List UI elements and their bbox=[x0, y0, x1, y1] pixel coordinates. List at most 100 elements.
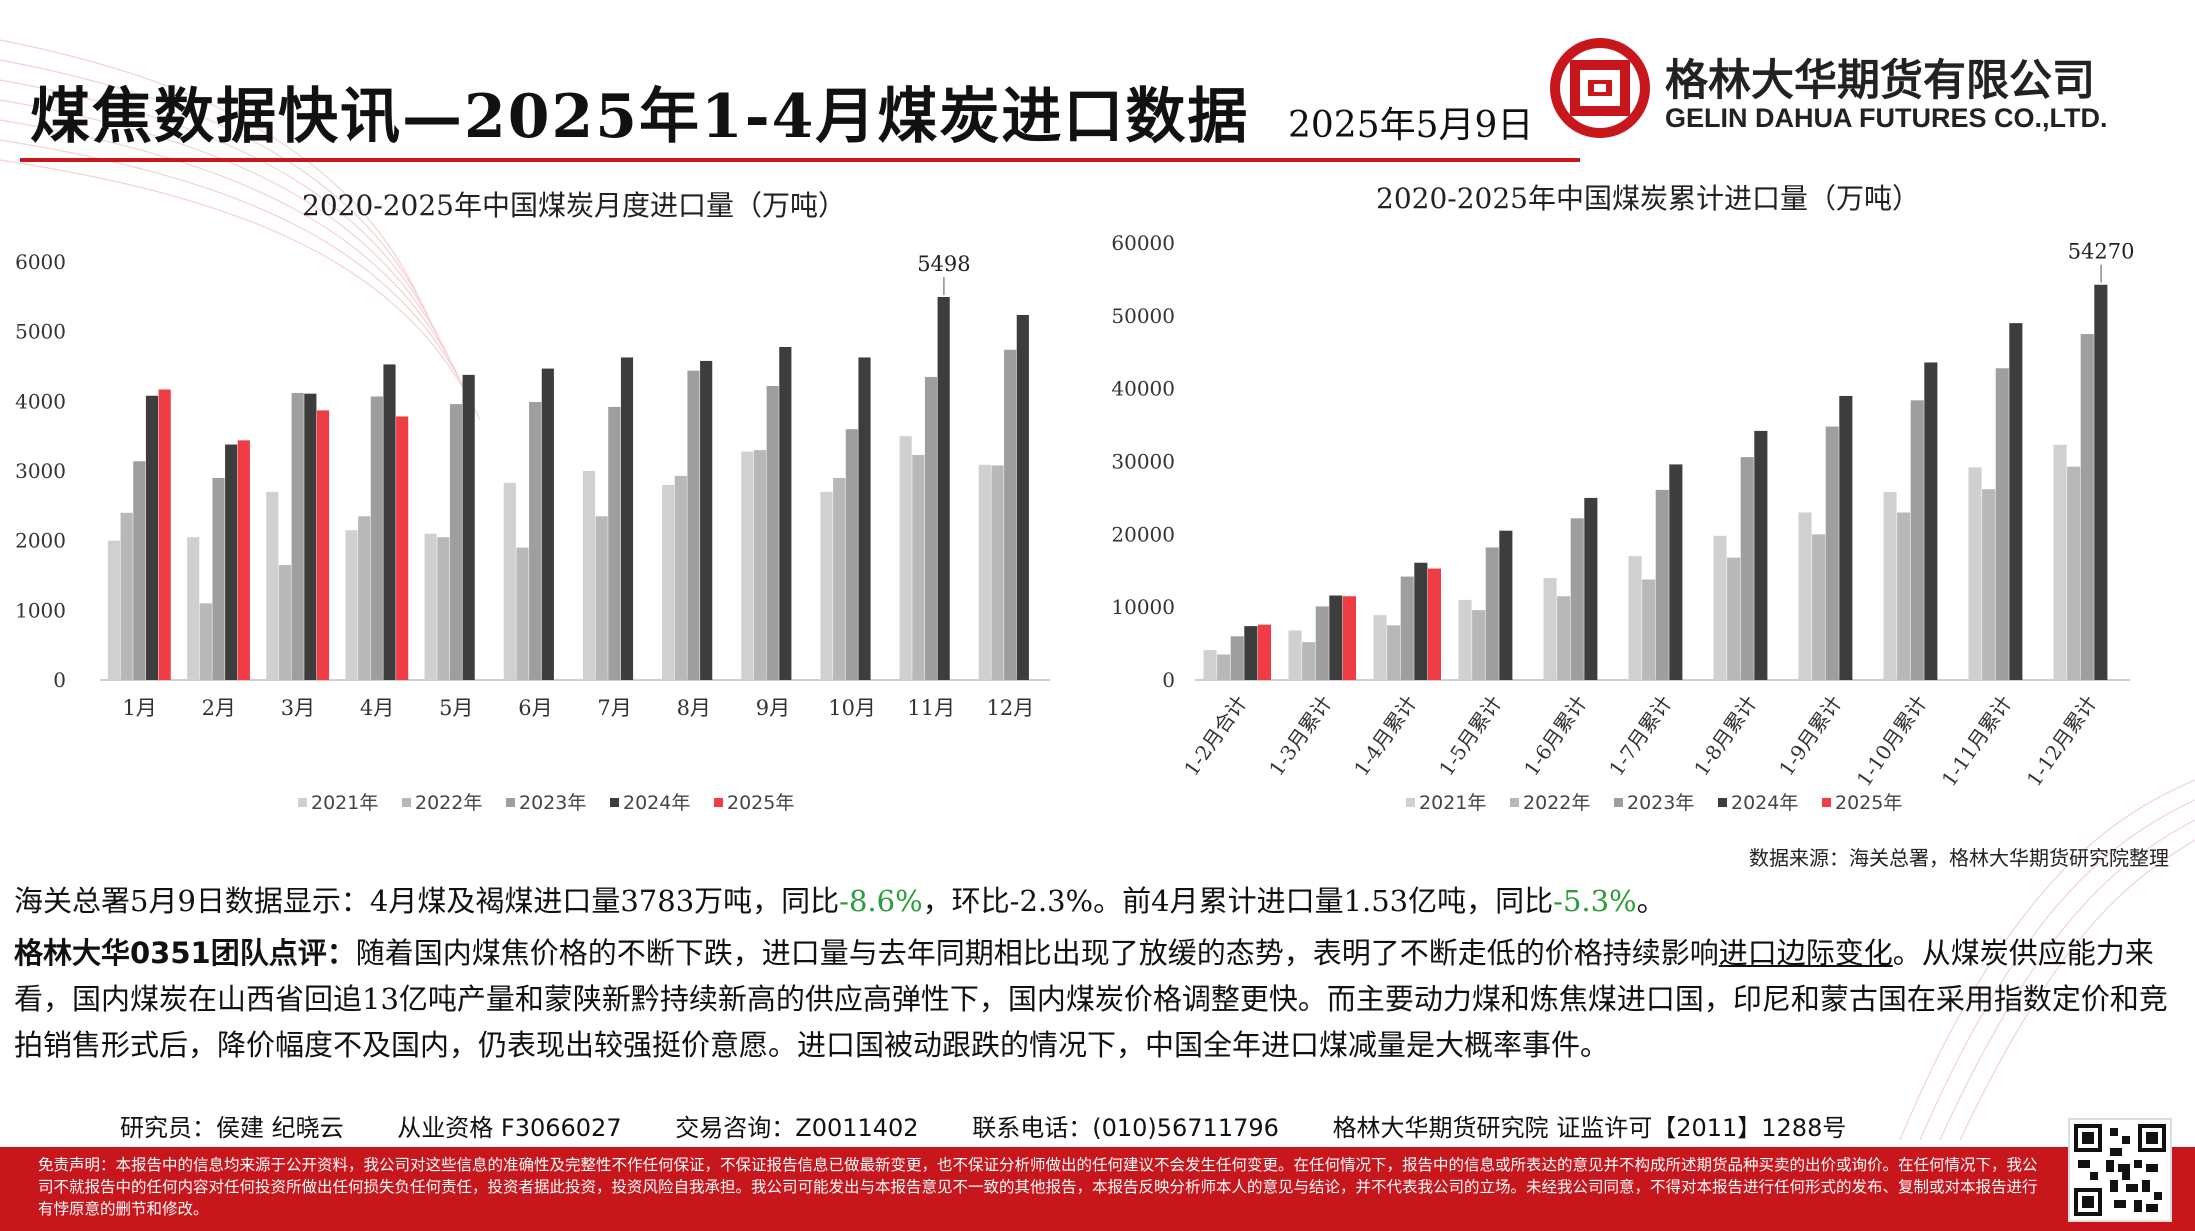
bar-2024年-6月 bbox=[541, 368, 554, 680]
bar-2025年-1月 bbox=[158, 389, 171, 680]
bar-2021年-12月 bbox=[978, 464, 991, 680]
bar-2022年-10月 bbox=[833, 477, 846, 680]
legend-label: 2025年 bbox=[1835, 792, 1902, 814]
bar-2022年-1-6月累计 bbox=[1557, 596, 1571, 680]
legend-swatch-2023年 bbox=[1614, 798, 1623, 807]
commentary-text-b: 。从煤炭供应能力来看，国内煤炭在山西省回追13亿吨产量和蒙陕新黔持续新高的供应高… bbox=[14, 936, 2168, 1062]
legend-label: 2021年 bbox=[311, 792, 378, 814]
summary-text-e: 。 bbox=[1636, 884, 1666, 918]
bar-2023年-1-10月累计 bbox=[1910, 400, 1924, 680]
page-title: 煤焦数据快讯—2025年1-4月煤炭进口数据 bbox=[30, 82, 1250, 152]
bar-2021年-1-6月累计 bbox=[1543, 578, 1557, 680]
legend-swatch-2022年 bbox=[1510, 798, 1519, 807]
y-tick-label: 20000 bbox=[1111, 522, 1175, 546]
bar-2024年-1-7月累计 bbox=[1669, 464, 1683, 680]
bar-2022年-1-8月累计 bbox=[1727, 557, 1741, 680]
x-tick-label: 7月 bbox=[597, 696, 631, 720]
x-tick-label: 1-2月合计 bbox=[1179, 691, 1252, 780]
bar-2021年-1-2月合计 bbox=[1203, 650, 1217, 680]
data-label-max: 54270 bbox=[2068, 240, 2135, 264]
bar-2022年-5月 bbox=[437, 537, 450, 680]
bar-2023年-10月 bbox=[845, 429, 858, 680]
charts-canvas: 2020-2025年中国煤炭月度进口量（万吨） 0 1000 2000 3000 4000… bbox=[15, 182, 2135, 814]
bar-2025年-4月 bbox=[396, 416, 409, 680]
bar-2023年-1月 bbox=[133, 461, 146, 680]
data-source: 数据来源：海关总署，格林大华期货研究院整理 bbox=[1749, 846, 2169, 870]
bar-2024年-1-3月累计 bbox=[1329, 595, 1343, 680]
bar-2023年-1-6月累计 bbox=[1570, 518, 1584, 680]
y-tick-label: 1000 bbox=[15, 598, 66, 622]
y-tick-label: 10000 bbox=[1111, 595, 1175, 619]
y-tick-label: 2000 bbox=[15, 529, 66, 553]
x-tick-label: 6月 bbox=[518, 696, 552, 720]
bar-2022年-7月 bbox=[595, 516, 608, 680]
bar-2024年-1-6月累计 bbox=[1584, 497, 1598, 680]
x-tick-label: 9月 bbox=[756, 696, 790, 720]
commentary-label: 格林大华0351团队点评： bbox=[14, 936, 356, 970]
y-tick-label: 0 bbox=[53, 668, 66, 692]
phone: 联系电话：(010)56711796 bbox=[972, 1114, 1279, 1142]
bar-2023年-5月 bbox=[449, 404, 463, 680]
title-divider bbox=[20, 158, 1580, 162]
y-tick-label: 4000 bbox=[15, 389, 66, 413]
qr-code-icon bbox=[2068, 1118, 2172, 1222]
researcher: 研究员：侯建 纪晓云 bbox=[120, 1114, 344, 1142]
bar-2022年-9月 bbox=[753, 450, 767, 680]
disclaimer-text: 免责声明：本报告中的信息均来源于公开资料，我公司对这些信息的准确性及完整性不作任… bbox=[38, 1156, 2038, 1218]
bar-2021年-1-5月累计 bbox=[1458, 599, 1472, 680]
bar-2021年-6月 bbox=[503, 482, 516, 680]
footer-info: 研究员：侯建 纪晓云 从业资格 F3066027 交易咨询：Z0011402 联… bbox=[120, 1108, 1892, 1143]
bar-2024年-1-12月累计 bbox=[2094, 284, 2108, 680]
bar-2022年-3月 bbox=[278, 565, 292, 680]
bar-2021年-1-4月累计 bbox=[1373, 615, 1387, 680]
bar-2024年-1-8月累计 bbox=[1754, 430, 1768, 680]
bar-2025年-1-2月合计 bbox=[1257, 624, 1271, 680]
x-tick-label: 1-10月累计 bbox=[1852, 691, 1932, 791]
x-tick-label: 12月 bbox=[987, 696, 1035, 720]
x-tick-label: 2月 bbox=[202, 696, 236, 720]
bar-2023年-1-11月累计 bbox=[1995, 368, 2009, 680]
bar-2022年-1-10月累计 bbox=[1897, 512, 1911, 680]
bar-2023年-12月 bbox=[1004, 349, 1017, 680]
bar-2024年-1-5月累计 bbox=[1499, 530, 1513, 680]
x-tick-label: 1-12月累计 bbox=[2022, 691, 2102, 791]
bar-2023年-8月 bbox=[687, 370, 700, 680]
x-tick-label: 1-5月累计 bbox=[1434, 691, 1507, 780]
bar-2021年-7月 bbox=[582, 471, 596, 680]
yoy-cumulative: -5.3% bbox=[1553, 884, 1637, 918]
legend-swatch-2025年 bbox=[1822, 798, 1831, 807]
legend-swatch-2025年 bbox=[714, 798, 723, 807]
yoy-april: -8.6% bbox=[839, 884, 923, 918]
bar-2024年-1-9月累计 bbox=[1839, 395, 1853, 680]
bar-2022年-1月 bbox=[120, 512, 133, 680]
legend-swatch-2024年 bbox=[1718, 798, 1727, 807]
data-label-max: 5498 bbox=[917, 252, 970, 276]
bar-2023年-6月 bbox=[529, 402, 542, 680]
bar-2023年-1-8月累计 bbox=[1740, 457, 1754, 680]
bar-2022年-1-11月累计 bbox=[1982, 489, 1996, 680]
legend-label: 2022年 bbox=[1523, 792, 1590, 814]
bar-2021年-2月 bbox=[187, 537, 200, 680]
x-tick-label: 1-4月累计 bbox=[1349, 691, 1422, 780]
bar-2023年-9月 bbox=[766, 386, 779, 680]
legend-label: 2023年 bbox=[1627, 792, 1694, 814]
bar-2022年-1-5月累计 bbox=[1472, 610, 1486, 680]
bar-2022年-6月 bbox=[516, 547, 529, 680]
y-tick-label: 0 bbox=[1162, 668, 1175, 692]
bar-2025年-2月 bbox=[237, 440, 250, 680]
bar-2022年-1-7月累计 bbox=[1642, 579, 1656, 680]
company-name-en: GELIN DAHUA FUTURES CO.,LTD. bbox=[1665, 103, 2108, 133]
y-tick-label: 40000 bbox=[1111, 377, 1175, 401]
bar-2023年-2月 bbox=[212, 477, 225, 680]
bar-2021年-9月 bbox=[741, 451, 754, 680]
bar-2025年-1-4月累计 bbox=[1427, 568, 1441, 680]
y-tick-label: 3000 bbox=[15, 459, 66, 483]
x-tick-label: 1-7月累计 bbox=[1604, 691, 1677, 780]
bar-2024年-12月 bbox=[1016, 314, 1029, 680]
summary-paragraph: 海关总署5月9日数据显示：4月煤及褐煤进口量3783万吨，同比-8.6%，环比-… bbox=[14, 878, 2184, 924]
x-tick-label: 1月 bbox=[122, 696, 156, 720]
y-tick-label: 60000 bbox=[1111, 231, 1175, 255]
x-tick-label: 8月 bbox=[677, 696, 711, 720]
summary-text-a: 海关总署5月9日数据显示：4月煤及褐煤进口量3783万吨，同比 bbox=[14, 884, 840, 918]
legend-label: 2022年 bbox=[415, 792, 482, 814]
